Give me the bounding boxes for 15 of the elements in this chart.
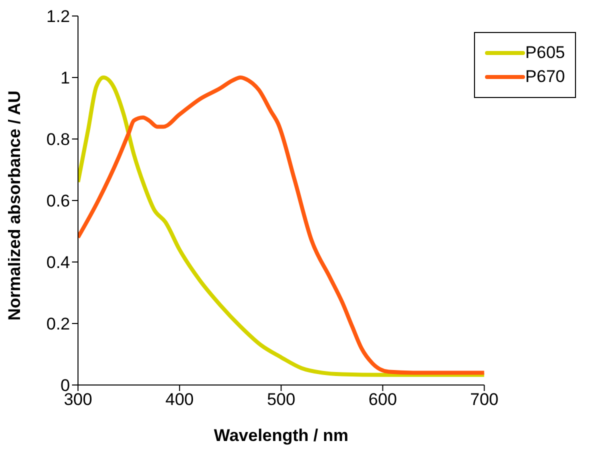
y-tick-label: 0.6 bbox=[46, 192, 70, 211]
y-tick-label: 1 bbox=[60, 68, 70, 88]
y-tick-label: 1.2 bbox=[46, 7, 70, 26]
x-axis-title: Wavelength / nm bbox=[214, 426, 348, 445]
x-tick-label: 300 bbox=[64, 390, 92, 410]
y-tick-label: 0.4 bbox=[46, 253, 70, 272]
x-tick-label: 500 bbox=[266, 390, 296, 410]
y-tick-label: 0.8 bbox=[46, 130, 70, 150]
legend-label: P670 bbox=[525, 67, 565, 87]
legend-label: P605 bbox=[525, 43, 565, 63]
x-tick-label: 600 bbox=[368, 390, 397, 410]
x-tick-label: 400 bbox=[165, 390, 194, 410]
y-tick-label: 0.2 bbox=[46, 314, 70, 334]
x-tick-label: 700 bbox=[470, 390, 498, 410]
y-axis-title: Normalized absorbance / AU bbox=[5, 90, 24, 320]
